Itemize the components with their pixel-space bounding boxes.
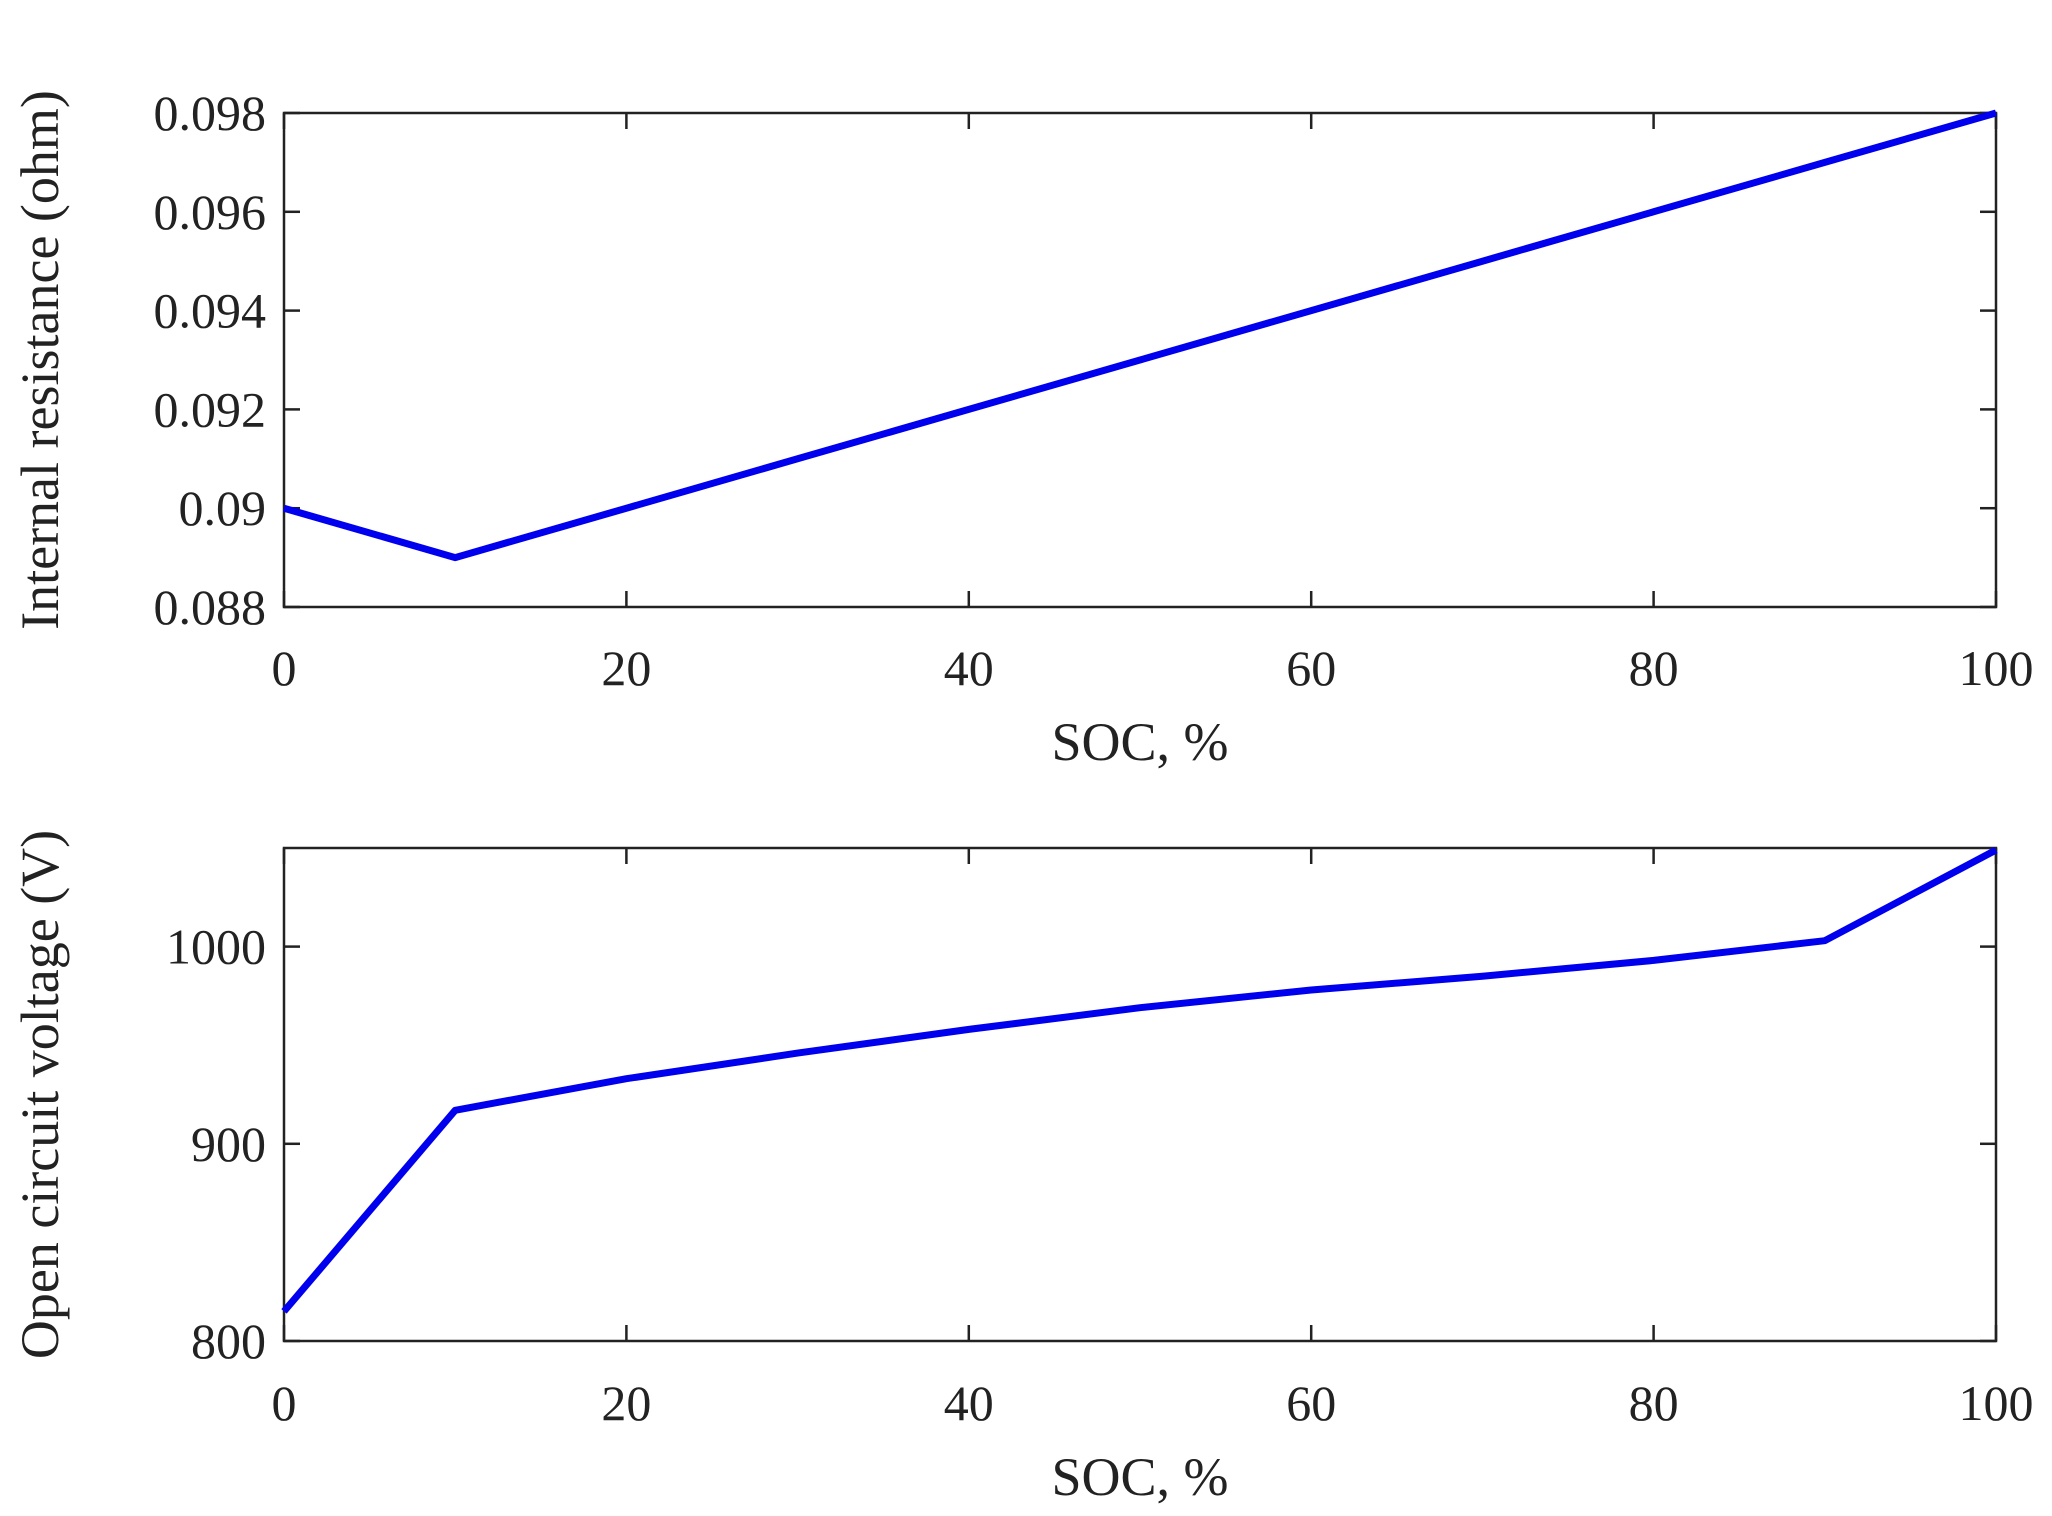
y-axis-label: Internal resistance (ohm) [10, 90, 70, 630]
x-tick-label: 100 [1959, 1375, 2034, 1431]
y-tick-label: 900 [191, 1116, 266, 1172]
y-tick-label: 0.092 [154, 381, 267, 437]
y-tick-label: 0.098 [154, 85, 267, 141]
x-tick-label: 40 [944, 640, 994, 696]
chart-top: 0 20 40 60 80 100 0.088 0.09 0.092 0.094 0.096 0.09… [10, 85, 2034, 772]
x-tick-label: 60 [1286, 1375, 1336, 1431]
series-line [281, 846, 1998, 1314]
axes-box [282, 846, 1998, 1343]
x-axis-label: SOC, % [1051, 712, 1228, 772]
y-tick-label: 0.096 [154, 184, 267, 240]
axes-box [282, 111, 1998, 609]
x-tick-label: 100 [1959, 640, 2034, 696]
y-tick-label: 1000 [166, 919, 266, 975]
chart-bottom: 0 20 40 60 80 100 800 900 1000 SOC, % Open circuit… [10, 830, 2034, 1507]
y-tick-label: 0.094 [154, 283, 267, 339]
x-tick-label: 40 [944, 1375, 994, 1431]
x-axis-label: SOC, % [1051, 1447, 1228, 1507]
y-tick-label: 0.09 [179, 480, 267, 536]
x-tick-label: 0 [272, 640, 297, 696]
y-axis-label: Open circuit voltage (V) [10, 830, 70, 1359]
x-tick-label: 20 [601, 640, 651, 696]
y-tick-label: 0.088 [154, 579, 267, 635]
x-tick-label: 0 [272, 1375, 297, 1431]
x-tick-label: 80 [1629, 640, 1679, 696]
series-line [283, 109, 1997, 562]
x-tick-label: 80 [1629, 1375, 1679, 1431]
x-tick-label: 60 [1286, 640, 1336, 696]
y-tick-label: 800 [191, 1313, 266, 1369]
x-tick-label: 20 [601, 1375, 651, 1431]
